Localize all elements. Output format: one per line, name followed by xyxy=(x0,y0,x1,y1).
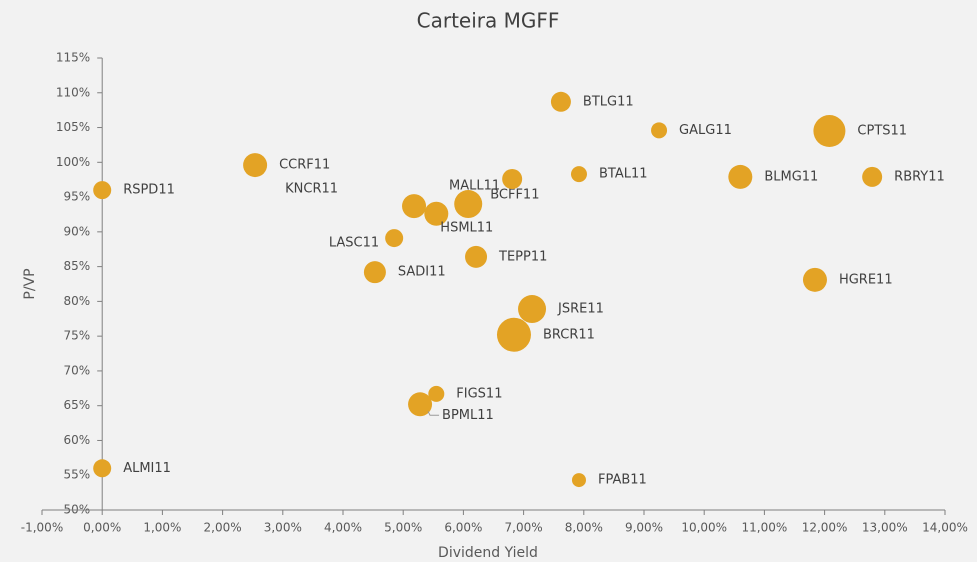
y-tick-label: 80% xyxy=(64,294,91,308)
x-tick-label: 12,00% xyxy=(802,521,848,535)
x-tick-label: 13,00% xyxy=(862,521,908,535)
bubble xyxy=(243,153,268,178)
y-tick-label: 115% xyxy=(56,51,90,65)
y-tick-label: 95% xyxy=(64,190,91,204)
data-label: RSPD11 xyxy=(123,183,175,198)
leader-line xyxy=(427,411,440,416)
data-label: FPAB11 xyxy=(598,473,647,488)
y-tick-label: 75% xyxy=(64,329,91,343)
data-label: FIGS11 xyxy=(456,386,502,401)
bubble xyxy=(424,201,449,226)
bubble xyxy=(363,261,386,284)
bubble xyxy=(385,229,404,248)
bubble xyxy=(465,245,488,268)
data-label: HGRE11 xyxy=(839,272,893,287)
data-label: ALMI11 xyxy=(123,461,171,476)
bubble xyxy=(496,317,531,352)
bubble xyxy=(93,181,112,200)
y-tick-label: 90% xyxy=(64,224,91,238)
bubble xyxy=(550,91,571,112)
bubble xyxy=(402,194,427,219)
data-label: BTLG11 xyxy=(583,94,634,109)
y-tick-label: 55% xyxy=(64,468,91,482)
x-tick-label: 14,00% xyxy=(922,521,968,535)
bubble xyxy=(518,295,547,324)
x-tick-label: 0,00% xyxy=(83,521,121,535)
x-tick-label: 11,00% xyxy=(742,521,788,535)
bubble xyxy=(428,385,445,402)
bubble xyxy=(728,164,753,189)
x-tick-label: 2,00% xyxy=(204,521,242,535)
x-tick-label: -1,00% xyxy=(21,521,63,535)
x-tick-label: 1,00% xyxy=(143,521,181,535)
bubble xyxy=(651,122,668,139)
x-tick-label: 7,00% xyxy=(505,521,543,535)
data-label: BCFF11 xyxy=(490,188,539,203)
y-tick-label: 85% xyxy=(64,259,91,273)
bubble xyxy=(813,115,846,148)
data-label: BLMG11 xyxy=(764,169,818,184)
data-label: TEPP11 xyxy=(498,249,547,264)
x-tick-label: 3,00% xyxy=(264,521,302,535)
data-label: CPTS11 xyxy=(857,124,907,139)
x-tick-label: 10,00% xyxy=(681,521,727,535)
y-tick-label: 105% xyxy=(56,120,90,134)
data-label: LASC11 xyxy=(329,236,379,251)
x-tick-label: 6,00% xyxy=(444,521,482,535)
data-label: GALG11 xyxy=(679,123,732,138)
data-label: CCRF11 xyxy=(279,158,330,173)
y-axis-title: P/VP xyxy=(22,268,38,299)
data-label: SADI11 xyxy=(398,265,446,280)
x-axis-title: Dividend Yield xyxy=(438,545,538,561)
bubble xyxy=(571,473,586,488)
data-label: RBRY11 xyxy=(894,169,945,184)
chart-title: Carteira MGFF xyxy=(417,9,560,33)
data-label: HSML11 xyxy=(440,220,493,235)
y-tick-label: 110% xyxy=(56,85,90,99)
bubble xyxy=(862,166,883,187)
data-label: BPML11 xyxy=(442,408,494,423)
x-tick-label: 9,00% xyxy=(625,521,663,535)
bubble xyxy=(93,459,112,478)
data-label: BRCR11 xyxy=(543,327,595,342)
bubble xyxy=(502,168,523,189)
data-label: JSRE11 xyxy=(557,302,604,317)
x-tick-label: 8,00% xyxy=(565,521,603,535)
data-label: MALL11 xyxy=(449,178,500,193)
x-tick-label: 4,00% xyxy=(324,521,362,535)
data-label: KNCR11 xyxy=(285,182,338,197)
data-label: BTAL11 xyxy=(599,167,648,182)
bubble xyxy=(454,190,483,219)
bubble xyxy=(408,392,433,417)
y-tick-label: 70% xyxy=(64,363,91,377)
x-tick-label: 5,00% xyxy=(384,521,422,535)
y-tick-label: 60% xyxy=(64,433,91,447)
y-tick-label: 100% xyxy=(56,155,90,169)
bubble xyxy=(570,166,587,183)
bubble xyxy=(802,267,827,292)
y-tick-label: 65% xyxy=(64,398,91,412)
